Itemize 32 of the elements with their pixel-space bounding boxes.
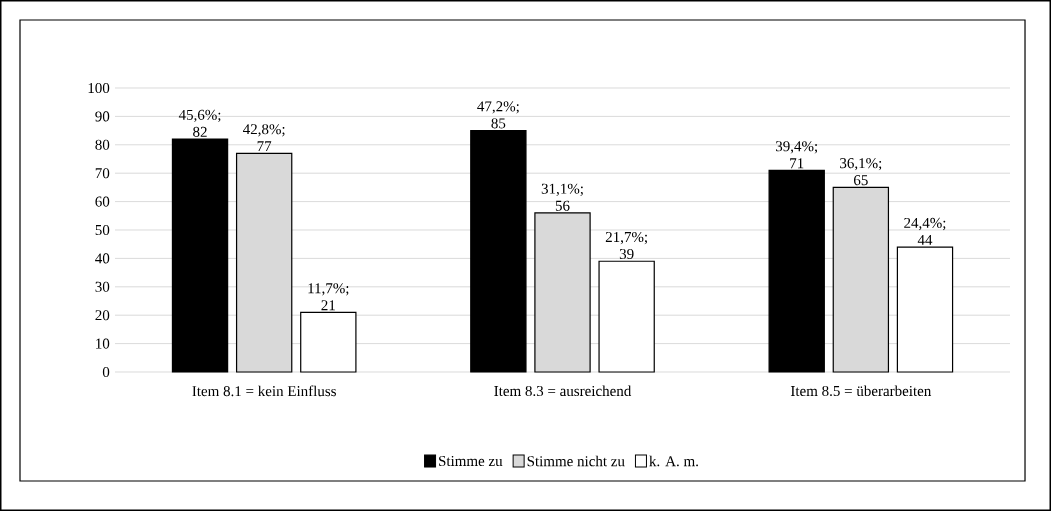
legend-label: Stimme zu — [439, 455, 503, 467]
y-tick-label: 30 — [95, 281, 110, 292]
y-tick-label: 60 — [95, 196, 110, 207]
y-tick-label: 50 — [95, 224, 110, 236]
data-label: 21,7%; 39 — [605, 231, 647, 260]
y-tick-label: 0 — [102, 366, 110, 378]
y-tick-label: 20 — [95, 310, 110, 321]
data-label: 31,1%; 56 — [541, 183, 583, 211]
y-tick-label: 10 — [96, 338, 110, 349]
x-tick-label: Item 8.3 = ausreichend — [494, 385, 632, 397]
bar — [171, 138, 229, 373]
data-label: 24,4%; 44 — [904, 217, 946, 245]
legend-label: k. A. m. — [649, 455, 698, 467]
x-tick-label: Item 8.5 = überarbeiten — [790, 385, 932, 397]
y-tick-label: 70 — [95, 168, 110, 179]
data-label: 42,8%; 77 — [243, 124, 285, 152]
legend-label: Stimme nicht zu — [527, 455, 625, 467]
data-label: 11,7%; 21 — [308, 283, 349, 311]
data-label: 36,1%; 65 — [840, 158, 882, 186]
data-label: 45,6%; 82 — [178, 109, 221, 137]
data-label: 47,2%; 85 — [477, 101, 519, 129]
bar — [300, 311, 357, 373]
data-label: 39,4%; 71 — [775, 141, 817, 169]
x-tick-label: Item 8.1 = kein Einfluss — [192, 385, 336, 397]
bar — [896, 246, 954, 373]
y-tick-label: 80 — [95, 139, 110, 150]
y-tick-label: 100 — [88, 82, 110, 94]
bar — [768, 169, 825, 373]
bar — [470, 130, 527, 373]
bar — [598, 260, 655, 373]
y-tick-label: 90 — [95, 111, 110, 122]
y-tick-label: 40 — [95, 253, 110, 264]
